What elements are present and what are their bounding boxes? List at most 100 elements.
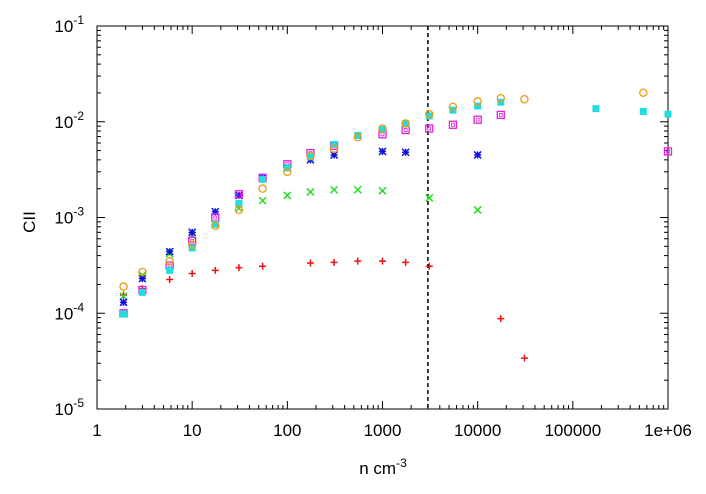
data-point-inner <box>213 215 218 220</box>
data-point <box>330 140 338 148</box>
plot-area-border <box>96 25 669 410</box>
data-point <box>187 240 197 249</box>
data-point <box>259 175 267 183</box>
data-point-inner <box>451 122 455 127</box>
axis-ticks <box>96 25 669 410</box>
data-point <box>664 110 672 118</box>
data-point <box>474 102 482 110</box>
series-x <box>119 185 482 301</box>
data-point <box>592 105 600 113</box>
y-tick-label: 10-2 <box>54 109 84 132</box>
data-point <box>235 264 243 272</box>
x-tick-label: 10 <box>183 421 202 440</box>
x-tick-label: 100000 <box>544 421 601 440</box>
series-filled-square <box>120 98 672 318</box>
data-point <box>119 298 128 307</box>
data-point <box>306 187 315 196</box>
data-point <box>119 292 128 301</box>
data-point-inner <box>498 112 503 117</box>
data-point <box>188 228 197 237</box>
data-point <box>166 276 174 284</box>
data-point <box>165 247 174 256</box>
data-point <box>354 257 362 265</box>
y-axis-label: CII <box>20 211 39 233</box>
data-point <box>425 109 434 119</box>
y-tick-label: 10-1 <box>54 13 84 36</box>
data-point <box>448 120 458 129</box>
data-point <box>306 153 314 161</box>
data-point <box>378 147 387 156</box>
data-point <box>639 107 647 115</box>
data-point <box>259 262 267 270</box>
x-tick-label: 1 <box>92 421 101 440</box>
data-point <box>211 220 219 228</box>
data-point <box>329 144 339 154</box>
data-point <box>306 151 315 161</box>
x-tick-label: 1000 <box>364 421 402 440</box>
data-point <box>234 190 244 199</box>
x-axis-label-exponent: -3 <box>396 456 407 470</box>
data-point <box>306 259 314 267</box>
plot-frame <box>96 25 669 410</box>
series-open-square <box>119 110 673 318</box>
x-tick-label: 100 <box>273 421 301 440</box>
data-point <box>138 267 147 277</box>
data-point <box>402 258 410 266</box>
x-tick-label: 10000 <box>454 421 501 440</box>
data-point <box>283 167 292 177</box>
data-point <box>330 150 339 159</box>
series-plus <box>120 257 528 362</box>
data-point <box>283 191 292 200</box>
series-open-circle <box>119 88 648 291</box>
data-point <box>211 221 220 231</box>
data-point <box>119 282 128 291</box>
data-point <box>379 125 386 133</box>
data-points <box>119 88 673 362</box>
data-point <box>663 147 673 156</box>
data-point <box>120 291 128 299</box>
x-tick-label: 1e+06 <box>644 421 692 440</box>
data-point <box>401 148 410 157</box>
data-point <box>354 131 362 139</box>
data-point <box>138 274 147 283</box>
data-point <box>379 257 386 265</box>
data-point <box>353 132 363 142</box>
data-point-inner <box>475 117 480 122</box>
data-point <box>425 124 434 133</box>
data-point <box>258 184 267 193</box>
data-point <box>425 112 433 120</box>
data-point <box>234 205 244 215</box>
data-point <box>520 354 528 362</box>
data-point <box>425 262 433 270</box>
data-point <box>165 256 174 266</box>
data-point <box>258 196 267 205</box>
y-tick-label: 10-4 <box>54 300 84 323</box>
data-point <box>330 185 339 194</box>
data-point <box>378 124 387 133</box>
data-point <box>120 310 128 318</box>
data-point <box>473 205 482 214</box>
data-point <box>353 185 362 194</box>
data-point <box>520 94 529 104</box>
data-point <box>235 200 243 208</box>
series-asterisk <box>119 147 482 307</box>
data-point <box>496 93 506 103</box>
data-point <box>211 207 220 216</box>
data-point <box>639 88 648 97</box>
data-point <box>473 115 482 124</box>
x-axis-label-base: n cm <box>359 459 396 478</box>
data-point <box>188 270 196 278</box>
data-point <box>166 266 174 274</box>
data-point-inner <box>237 192 241 197</box>
data-point <box>497 315 505 323</box>
data-point <box>330 258 338 266</box>
data-point-inner <box>666 149 670 154</box>
data-point-inner <box>380 132 385 137</box>
data-point <box>473 97 482 106</box>
data-point <box>378 186 387 195</box>
x-axis-label: n cm-3 <box>359 456 407 478</box>
data-point-inner <box>427 126 432 131</box>
data-point <box>402 120 410 128</box>
y-tick-label: 10-5 <box>54 396 84 419</box>
